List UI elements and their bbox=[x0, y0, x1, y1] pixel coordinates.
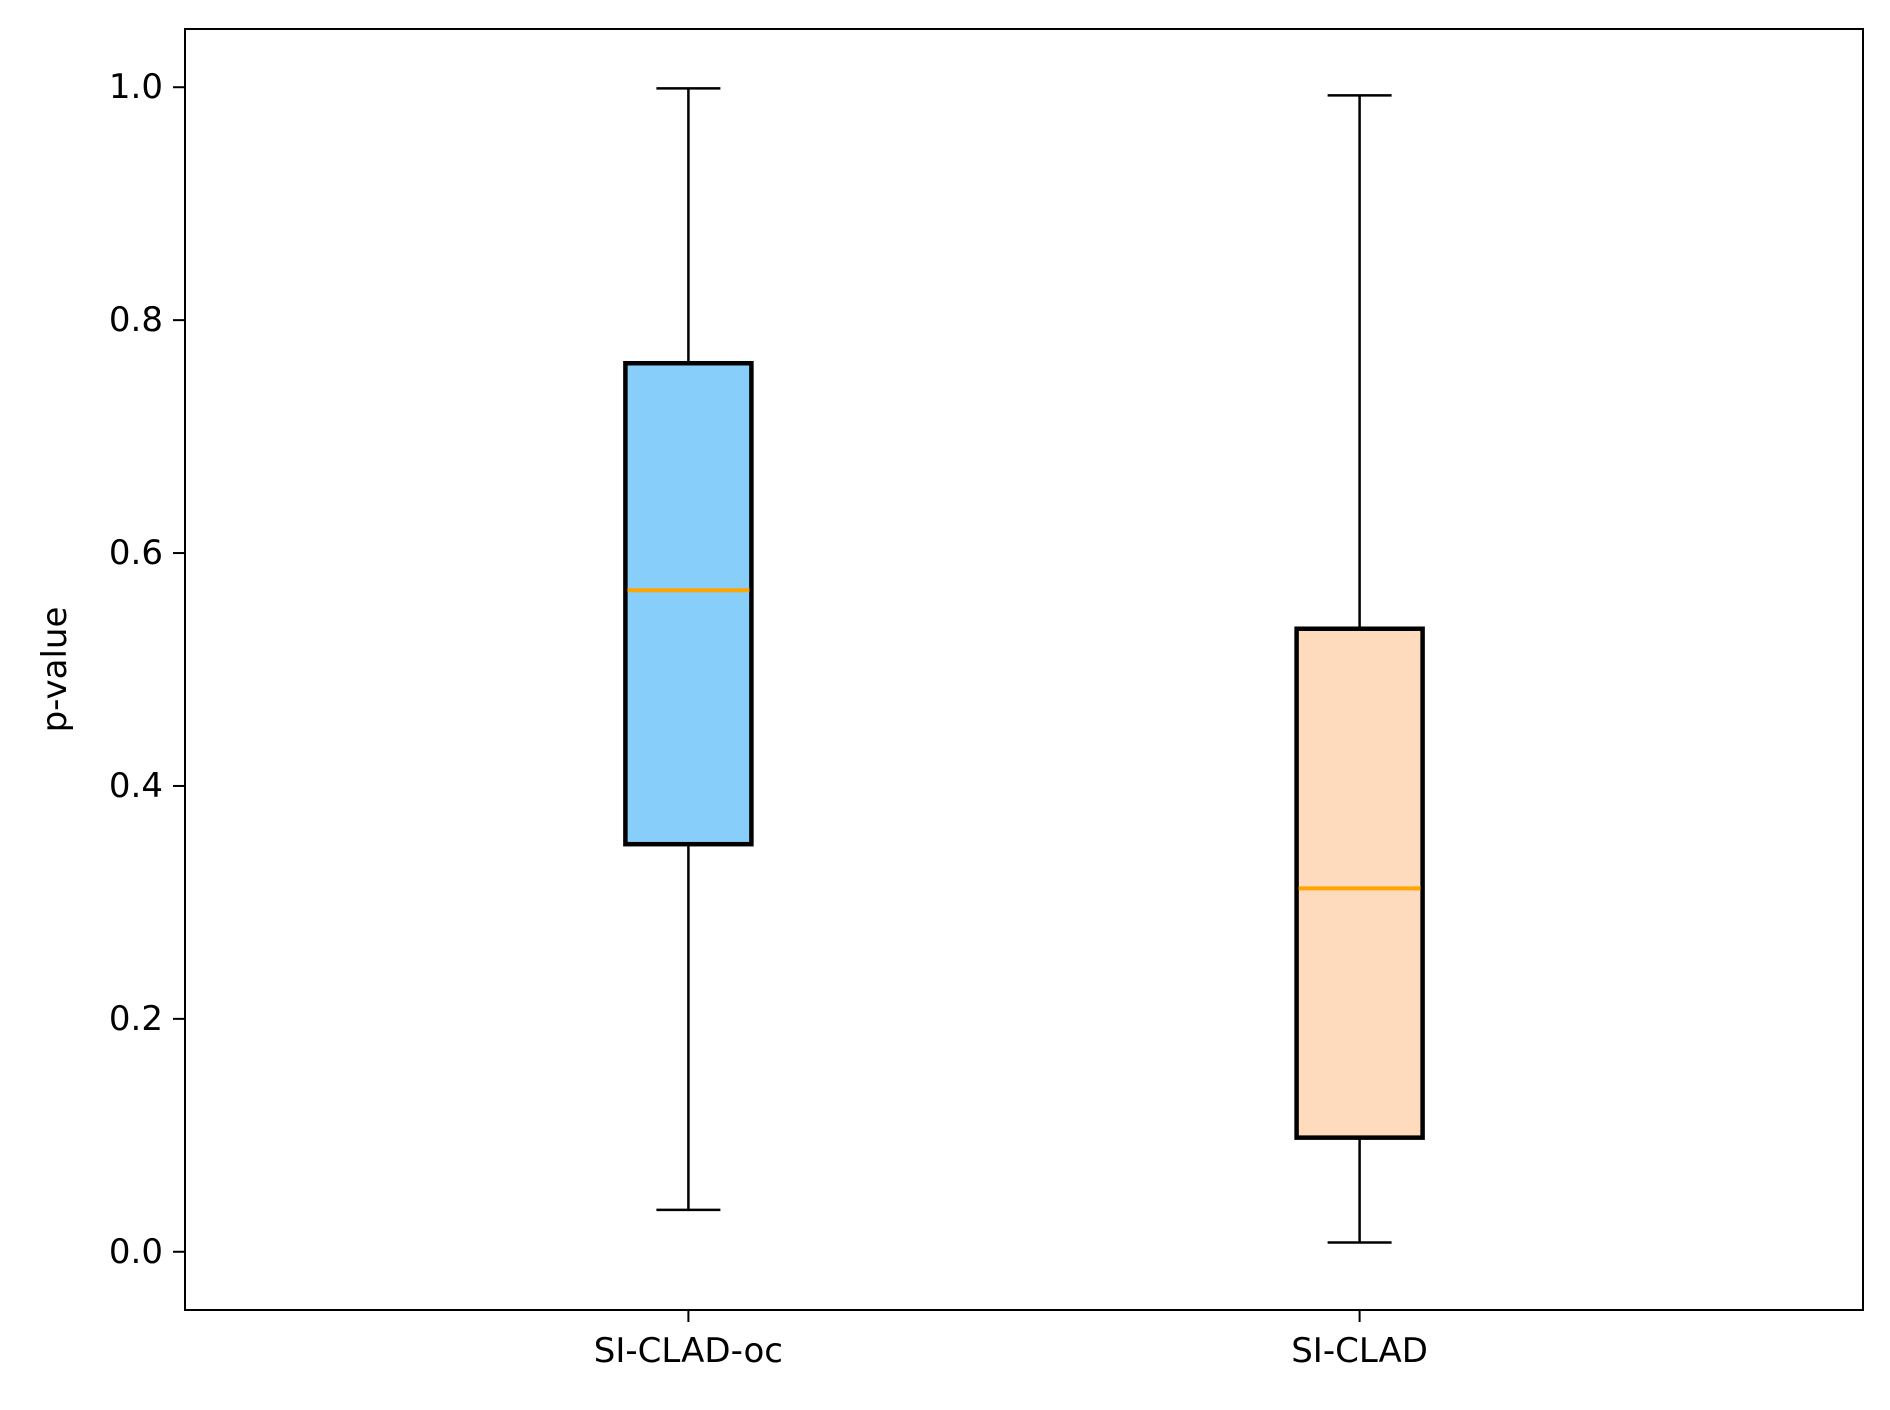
box-2 bbox=[1294, 94, 1425, 1244]
axes-frame bbox=[184, 28, 1864, 1311]
y-tick-label: 0.2 bbox=[109, 999, 163, 1039]
box-body bbox=[623, 360, 754, 847]
x-tick-label: SI-CLAD-oc bbox=[594, 1331, 783, 1371]
y-tick-label: 0.0 bbox=[109, 1232, 163, 1272]
y-tick-label: 1.0 bbox=[109, 67, 163, 107]
y-axis: 0.0 0.2 0.4 0.6 0.8 1.0 bbox=[109, 67, 185, 1272]
y-tick-label: 0.8 bbox=[109, 300, 163, 340]
plot-area-border bbox=[184, 28, 1864, 1311]
y-tick-label: 0.4 bbox=[109, 766, 163, 806]
box-body bbox=[1294, 626, 1425, 1140]
y-axis-label: p-value bbox=[35, 607, 75, 733]
box-1 bbox=[623, 87, 754, 1212]
y-tick-label: 0.6 bbox=[109, 533, 163, 573]
x-tick-label: SI-CLAD bbox=[1291, 1331, 1428, 1371]
boxes-group bbox=[623, 87, 1425, 1244]
x-axis: SI-CLAD-oc SI-CLAD bbox=[594, 1310, 1428, 1371]
